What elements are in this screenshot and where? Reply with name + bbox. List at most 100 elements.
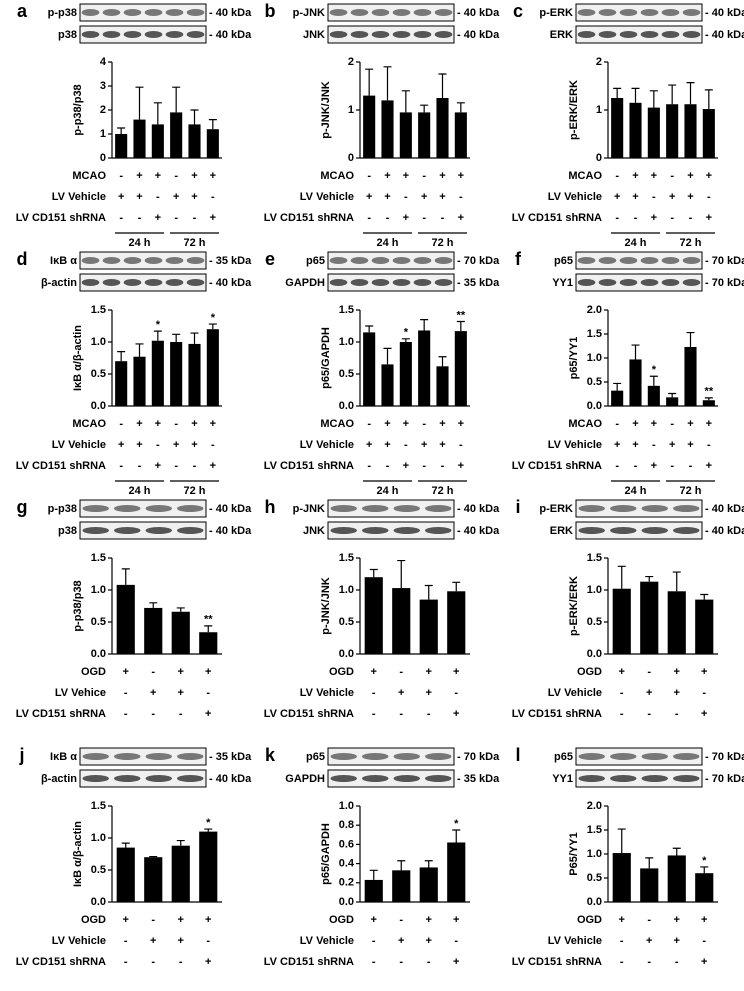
y-tick-label: 0 — [348, 152, 354, 164]
blot-label: JNK — [303, 525, 325, 537]
y-axis-label: p-p38/p38 — [72, 580, 84, 631]
blot-band — [186, 9, 205, 16]
bar — [684, 346, 697, 406]
error-bar — [153, 330, 162, 341]
condition-sign: + — [118, 439, 124, 451]
condition-name: LV CD151 shRNA — [264, 212, 354, 224]
y-tick-label: 1.5 — [587, 328, 602, 340]
condition-sign: - — [620, 956, 624, 968]
y-tick-label: 0 — [100, 152, 106, 164]
bar — [170, 342, 183, 406]
error-bar — [121, 842, 130, 848]
blot-band — [165, 9, 184, 16]
y-tick-label: 0.0 — [91, 400, 106, 412]
error-bar — [204, 828, 213, 832]
condition-sign: + — [403, 170, 409, 182]
condition-sign: - — [206, 935, 210, 947]
blot-band — [392, 31, 411, 38]
condition-sign: + — [403, 418, 409, 430]
condition-sign: - — [615, 460, 619, 472]
blot-band — [330, 775, 357, 782]
significance: * — [454, 818, 459, 830]
blot-size: - 35 kDa — [209, 751, 252, 763]
blot-band — [329, 257, 348, 264]
significance: * — [211, 312, 216, 324]
blot-band — [177, 775, 204, 782]
blot-band — [578, 505, 605, 512]
condition-sign: - — [441, 460, 445, 472]
condition-name: OGD — [577, 914, 602, 926]
y-tick-label: 1.0 — [91, 336, 106, 348]
condition-sign: - — [427, 956, 431, 968]
condition-sign: - — [174, 212, 178, 224]
blot-band — [145, 775, 172, 782]
error-bar — [649, 375, 658, 386]
error-bar — [420, 319, 429, 331]
y-axis-label: p-JNK/JNK — [320, 577, 332, 635]
condition-name: LV CD151 shRNA — [16, 708, 106, 720]
condition-sign: - — [459, 439, 463, 451]
blot — [79, 521, 207, 540]
condition-sign: - — [179, 956, 183, 968]
blot-size: - 40 kDa — [209, 525, 252, 537]
condition-sign: + — [706, 170, 712, 182]
blot-band — [82, 505, 109, 512]
condition-sign: + — [384, 191, 390, 203]
condition-sign: + — [421, 439, 427, 451]
condition-sign: + — [619, 914, 625, 926]
blot-band — [598, 279, 617, 286]
condition-name: OGD — [329, 666, 354, 678]
blot-band — [144, 279, 163, 286]
y-tick-label: 1.0 — [339, 336, 354, 348]
condition-name: LV Vehicle — [52, 439, 106, 451]
blot-band — [673, 527, 700, 534]
condition-sign: - — [367, 170, 371, 182]
blot-size: - 40 kDa — [705, 503, 744, 515]
blot-band — [82, 753, 109, 760]
panel-letter: i — [515, 497, 520, 517]
blot-band — [413, 257, 432, 264]
blot-band — [434, 9, 453, 16]
blot-band — [673, 753, 700, 760]
condition-sign: + — [178, 687, 184, 699]
condition-name: LV Vehicle — [300, 935, 354, 947]
blot-label: YY1 — [552, 277, 573, 289]
blot — [575, 25, 703, 44]
condition-sign: - — [156, 191, 160, 203]
blot-size: - 40 kDa — [705, 29, 744, 41]
condition-name: MCAO — [568, 418, 602, 430]
condition-sign: + — [205, 708, 211, 720]
blot-size: - 35 kDa — [457, 773, 500, 785]
condition-sign: + — [453, 666, 459, 678]
condition-sign: + — [210, 418, 216, 430]
y-tick-label: 0.4 — [339, 858, 355, 870]
error-bar — [172, 333, 181, 342]
y-tick-label: 1.5 — [339, 552, 354, 564]
y-tick-label: 1 — [100, 128, 106, 140]
blot-band — [619, 31, 638, 38]
panel-letter: f — [515, 249, 522, 269]
bar — [133, 356, 146, 406]
y-tick-label: 1.0 — [91, 832, 106, 844]
condition-sign: - — [675, 956, 679, 968]
y-tick-label: 1.5 — [91, 800, 106, 812]
blot — [575, 3, 703, 22]
error-bar — [135, 343, 144, 357]
blot-band — [145, 505, 172, 512]
bar — [419, 867, 438, 902]
condition-sign: - — [124, 708, 128, 720]
blot-band — [371, 9, 390, 16]
panel: a p-p38 - 40 kDa p38 - 40 kDa 0 1 2 3 4 p-p38/p38 -… — [16, 1, 252, 249]
blot-band — [610, 753, 637, 760]
blot-band — [186, 31, 205, 38]
blot-band — [425, 753, 452, 760]
blot-size: - 70 kDa — [457, 751, 500, 763]
y-axis-label: p-p38/p38 — [72, 84, 84, 135]
condition-sign: + — [674, 914, 680, 926]
bar — [116, 847, 135, 902]
bar — [667, 591, 686, 654]
blot-band — [102, 279, 121, 286]
condition-name: LV CD151 shRNA — [512, 956, 602, 968]
blot — [79, 769, 207, 788]
error-bar — [613, 87, 622, 98]
